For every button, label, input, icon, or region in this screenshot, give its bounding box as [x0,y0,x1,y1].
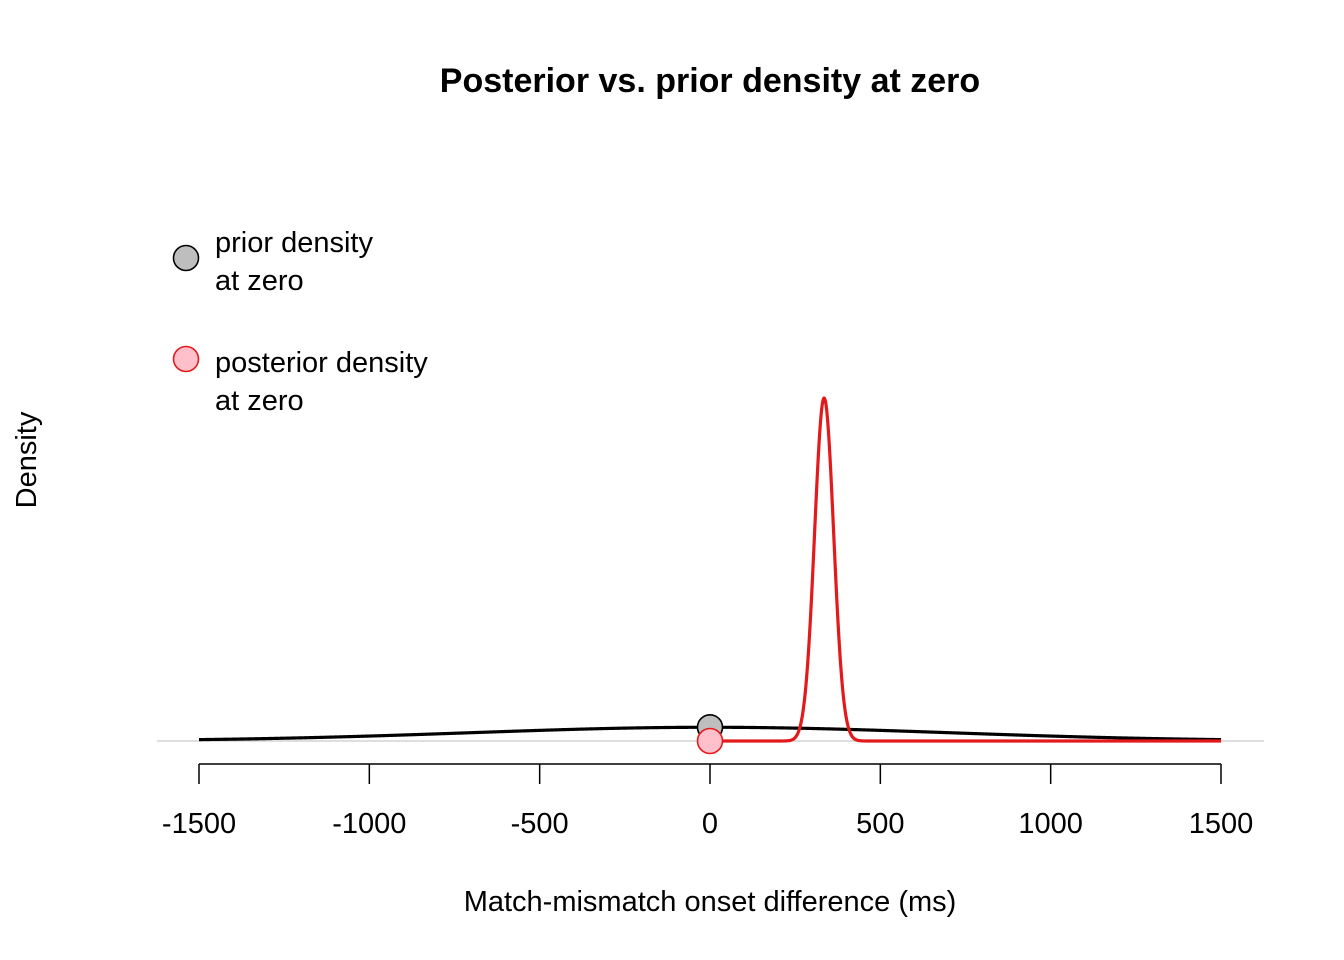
x-tick-label: 500 [856,808,904,840]
posterior-density-line [708,396,1223,743]
legend-label: prior density [215,227,373,259]
x-tick-label: -500 [511,808,569,840]
legend: prior density at zero posterior density at … [172,227,428,417]
posterior-at-zero-point [696,727,724,755]
zero-points [696,713,724,755]
legend-label: posterior density [215,347,428,379]
x-axis-label: Match-mismatch onset difference (ms) [464,886,957,918]
y-axis-label: Density [11,411,43,508]
legend-label: at zero [215,265,304,297]
x-tick-group: -1500 -1000 -500 0 500 1000 1500 [162,764,1253,840]
legend-label: at zero [215,385,304,417]
legend-marker [172,345,200,373]
x-tick-label: 1000 [1018,808,1083,840]
x-tick-label: -1500 [162,808,236,840]
x-tick-label: 1500 [1189,808,1254,840]
legend-marker [172,244,200,272]
density-curves [198,396,1223,743]
x-tick-label: 0 [702,808,718,840]
chart-title: Posterior vs. prior density at zero [440,62,980,100]
x-axis: -1500 -1000 -500 0 500 1000 1500 [162,763,1253,840]
x-tick-label: -1000 [332,808,406,840]
